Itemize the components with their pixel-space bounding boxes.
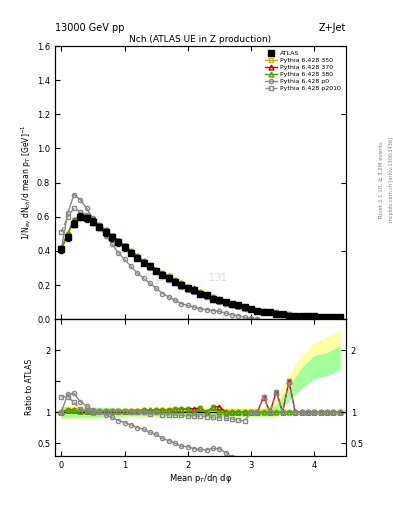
X-axis label: Mean p$_T$/dη dφ: Mean p$_T$/dη dφ: [169, 472, 232, 485]
Text: ATLAS           131: ATLAS 131: [144, 273, 228, 283]
Title: Nch (ATLAS UE in Z production): Nch (ATLAS UE in Z production): [129, 35, 272, 44]
Text: 13000 GeV pp: 13000 GeV pp: [55, 23, 125, 33]
Legend: ATLAS, Pythia 6.428 350, Pythia 6.428 370, Pythia 6.428 380, Pythia 6.428 p0, Py: ATLAS, Pythia 6.428 350, Pythia 6.428 37…: [263, 49, 343, 93]
Text: mcplots.cern.ch [arXiv:1306.3436]: mcplots.cern.ch [arXiv:1306.3436]: [389, 137, 393, 222]
Y-axis label: 1/N$_{ev}$ dN$_{ch}$/d mean p$_T$ [GeV]$^{-1}$: 1/N$_{ev}$ dN$_{ch}$/d mean p$_T$ [GeV]$…: [20, 125, 34, 240]
Y-axis label: Ratio to ATLAS: Ratio to ATLAS: [25, 359, 34, 415]
Text: Z+Jet: Z+Jet: [318, 23, 346, 33]
Text: Rivet 3.1.10, ≥ 3.2M events: Rivet 3.1.10, ≥ 3.2M events: [379, 141, 384, 218]
